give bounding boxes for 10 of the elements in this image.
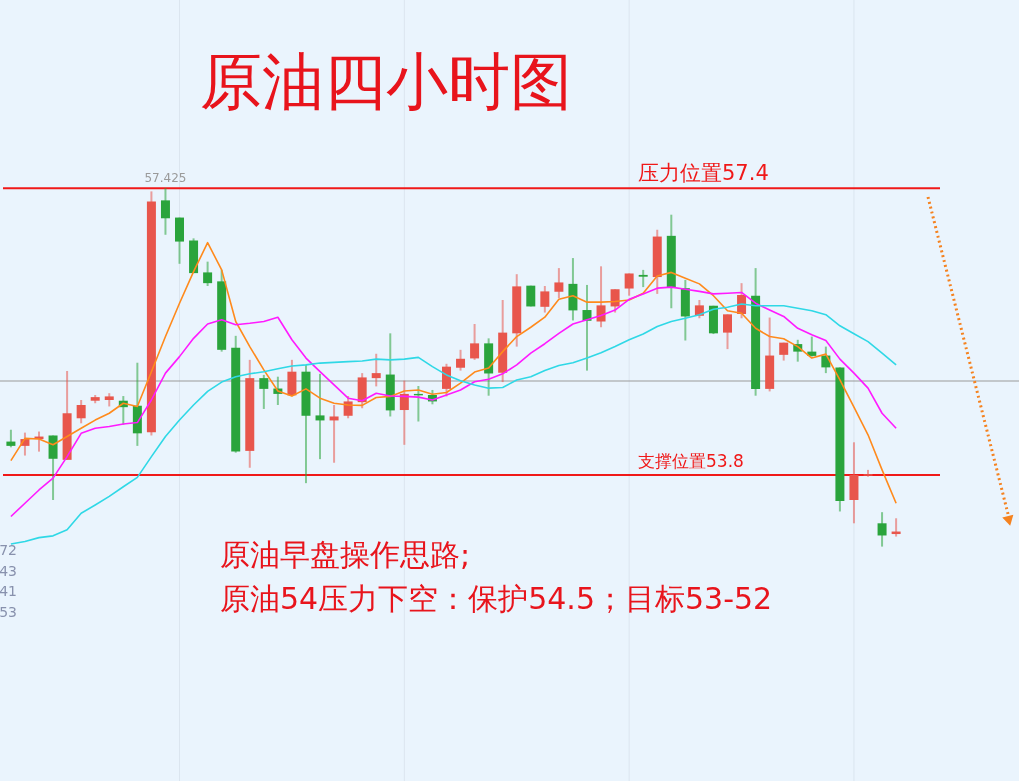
chart-title: 原油四小时图 (200, 45, 572, 118)
annotation: 57.425 (144, 171, 187, 186)
text: 43 (0, 563, 17, 579)
text: 53 (0, 604, 17, 620)
ref-line-label: 压力位置57.4 (638, 161, 769, 186)
ref-line-label: 支撑位置53.8 (638, 450, 744, 471)
annotation: 原油早盘操作思路; (220, 537, 471, 572)
annotation: 72 (0, 542, 17, 558)
text: 41 (0, 583, 17, 599)
text: 原油54压力下空：保护54.5；目标53-52 (220, 581, 773, 616)
